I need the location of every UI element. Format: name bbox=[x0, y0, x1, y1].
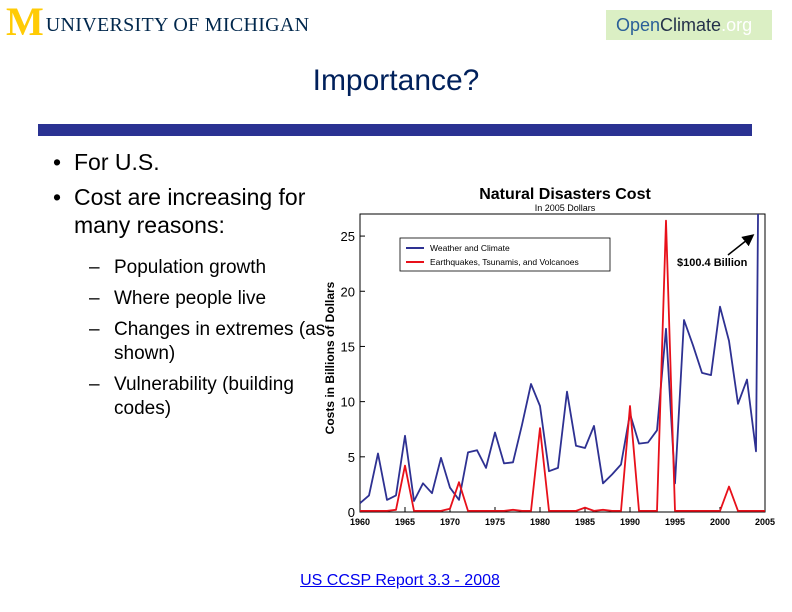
series-line-weather bbox=[360, 214, 759, 504]
subbullet-item: Vulnerability (building codes) bbox=[88, 373, 328, 421]
chart-annotation-arrow bbox=[727, 234, 755, 256]
source-link[interactable]: US CCSP Report 3.3 - 2008 bbox=[300, 572, 500, 589]
legend-label-weather: Weather and Climate bbox=[430, 243, 510, 253]
bullet-item: For U.S. bbox=[48, 148, 328, 176]
openclimate-logo-climate: Climate bbox=[660, 15, 722, 35]
x-tick-label: 2000 bbox=[710, 517, 730, 527]
university-logo: M UNIVERSITY OF MICHIGAN bbox=[6, 2, 309, 42]
openclimate-logo-org: .org bbox=[721, 15, 753, 35]
chart-annotation-label: $100.4 Billion bbox=[677, 257, 748, 269]
university-logo-mark: M bbox=[6, 0, 44, 44]
legend: Weather and Climate Earthquakes, Tsunami… bbox=[399, 237, 611, 272]
bullet-item: Cost are increasing for many reasons: bbox=[48, 183, 328, 239]
bullet-list: For U.S. Cost are increasing for many re… bbox=[48, 148, 328, 246]
chart-title: Natural Disasters Cost bbox=[479, 186, 651, 203]
chart-subtitle: In 2005 Dollars bbox=[535, 203, 596, 213]
y-axis-label: Costs in Billions of Dollars bbox=[323, 281, 337, 434]
x-tick-label: 1970 bbox=[440, 517, 460, 527]
subbullet-item: Population growth bbox=[88, 256, 328, 280]
x-tick-label: 1985 bbox=[575, 517, 595, 527]
subbullet-item: Where people live bbox=[88, 287, 328, 311]
x-tick-label: 1995 bbox=[665, 517, 685, 527]
y-tick-label: 10 bbox=[341, 395, 355, 410]
legend-box bbox=[399, 237, 611, 272]
series-line-geo bbox=[360, 219, 765, 512]
y-tick-label: 25 bbox=[341, 229, 355, 244]
y-tick-label: 5 bbox=[348, 450, 355, 465]
x-tick-label: 1980 bbox=[530, 517, 550, 527]
disaster-cost-chart: Natural Disasters Cost In 2005 Dollars C… bbox=[320, 178, 780, 538]
x-tick-label: 1965 bbox=[395, 517, 415, 527]
openclimate-logo: OpenClimate.org bbox=[606, 10, 772, 40]
plot-frame bbox=[359, 213, 766, 513]
title-underline-bar bbox=[38, 124, 752, 136]
y-tick-label: 15 bbox=[341, 339, 355, 354]
slide-title: Importance? bbox=[312, 64, 480, 97]
chart-svg: Natural Disasters Cost In 2005 Dollars C… bbox=[323, 186, 775, 527]
university-logo-text: UNIVERSITY OF MICHIGAN bbox=[45, 13, 310, 36]
subbullet-list: Population growth Where people live Chan… bbox=[88, 256, 328, 428]
subbullet-item: Changes in extremes (as shown) bbox=[88, 318, 328, 366]
x-tick-label: 1990 bbox=[620, 517, 640, 527]
x-tick-label: 1960 bbox=[350, 517, 370, 527]
legend-label-geo: Earthquakes, Tsunamis, and Volcanoes bbox=[430, 257, 579, 267]
x-tick-label: 1975 bbox=[485, 517, 505, 527]
y-tick-label: 20 bbox=[341, 284, 355, 299]
x-tick-label: 2005 bbox=[755, 517, 775, 527]
y-tick-label: 0 bbox=[348, 505, 355, 520]
openclimate-logo-open: Open bbox=[616, 15, 661, 35]
